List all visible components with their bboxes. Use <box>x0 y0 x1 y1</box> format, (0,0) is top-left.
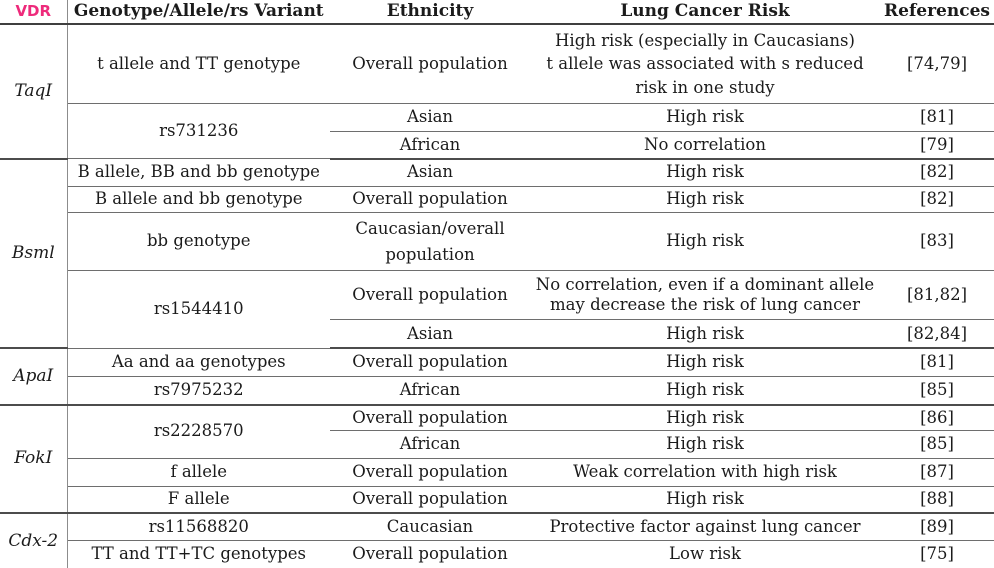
genotype-cell: F allele <box>67 486 330 515</box>
risk-cell: Low risk <box>669 544 741 564</box>
gene-label-apai: ApaI <box>0 348 68 406</box>
genotype-cell: t allele and TT genotype <box>67 24 330 104</box>
gene-label-bsml: Bsml <box>0 158 68 350</box>
table-row: TT and TT+TC genotypes Overall populatio… <box>0 541 994 568</box>
reference-cell: [81] <box>880 348 994 377</box>
genotype-cell: f allele <box>67 458 330 487</box>
reference-cell: [79] <box>880 131 994 160</box>
risk-cell: No correlation, even if a dominant allel… <box>530 270 880 321</box>
table-row: f allele Overall population Weak correla… <box>0 458 994 487</box>
ethnicity-cell: Caucasian <box>330 513 530 542</box>
header-references: References <box>880 0 994 25</box>
risk-cell: High risk <box>530 430 880 459</box>
ethnicity-cell: African <box>330 376 530 406</box>
table-row: rs7975232 African High risk [85] <box>0 376 994 406</box>
risk-cell: High risk <box>530 486 880 515</box>
genotype-cell: bb genotype <box>67 212 330 272</box>
risk-cell: High risk <box>530 348 880 377</box>
ethnicity-cell: African <box>330 430 530 459</box>
table-row: Bsml B allele, BB and bb genotype Asian … <box>0 158 994 350</box>
ethnicity-cell: Overall population <box>330 486 530 515</box>
table-row: TaqI t allele and TT genotype Overall po… <box>0 24 994 160</box>
ethnicity-cell: Overall population <box>330 270 530 321</box>
gene-label-foki: FokI <box>0 404 68 515</box>
genotype-cell: rs2228570 <box>67 404 330 459</box>
ethnicity-cell: Overall population <box>330 348 530 377</box>
reference-cell: [89] <box>880 513 994 542</box>
reference-cell: [85] <box>880 376 994 406</box>
genotype-cell: rs7975232 <box>67 376 330 406</box>
genotype-cell: Aa and aa genotypes <box>67 348 330 377</box>
table-row: FokI rs2228570 Overall population High r… <box>0 404 994 515</box>
genotype-cell: rs731236 <box>67 103 330 160</box>
risk-cell: No correlation <box>530 131 880 160</box>
table-row: Cdx-2 rs11568820 Caucasian Protective fa… <box>0 513 994 568</box>
risk-cell: High risk <box>530 103 880 133</box>
ethnicity-cell: Asian <box>330 103 530 133</box>
table-row: African High risk [85] <box>0 430 994 459</box>
reference-cell: [81,82] <box>880 270 994 321</box>
ethnicity-cell: Asian <box>330 158 530 187</box>
genotype-cell: B allele, BB and bb genotype <box>67 158 330 187</box>
reference-cell: [82] <box>880 158 994 187</box>
table-row: bb genotype Caucasian/overall population… <box>0 212 994 272</box>
genotype-cell: rs1544410 <box>67 270 330 349</box>
ethnicity-cell: Overall population <box>330 186 530 213</box>
table-row: rs731236 Asian High risk [81] <box>0 103 994 160</box>
table-row: African No correlation [79] <box>0 131 994 160</box>
risk-cell: High risk <box>530 158 880 187</box>
header-vdr: VDR <box>0 0 68 25</box>
risk-cell: High risk <box>530 404 880 432</box>
gene-label-taqi: TaqI <box>0 24 68 160</box>
header-row: VDR Genotype/Allele/rs Variant Ethnicity… <box>0 0 994 25</box>
header-risk: Lung Cancer Risk <box>530 0 880 25</box>
ethnicity-cell: Overall population <box>330 404 530 432</box>
reference-cell: [87] <box>880 458 994 487</box>
ethnicity-cell: Asian <box>330 319 530 350</box>
risk-cell: High risk <box>530 186 880 213</box>
table-row: Asian High risk [82,84] <box>0 319 994 350</box>
genotype-cell: TT and TT+TC genotypes <box>91 544 306 564</box>
ethnicity-cell: African <box>330 131 530 160</box>
gene-label-cdx2: Cdx-2 <box>0 513 68 568</box>
reference-cell: [82,84] <box>880 319 994 350</box>
reference-cell: [86] <box>880 404 994 432</box>
risk-cell: Protective factor against lung cancer <box>530 513 880 542</box>
ethnicity-cell: Overall population <box>330 458 530 487</box>
table-row: F allele Overall population High risk [8… <box>0 486 994 515</box>
reference-cell: [83] <box>880 212 994 272</box>
reference-cell: [82] <box>880 186 994 213</box>
reference-cell: [88] <box>880 486 994 515</box>
table-row: B allele and bb genotype Overall populat… <box>0 186 994 213</box>
risk-cell: High risk <box>530 376 880 406</box>
ethnicity-cell: Overall population <box>352 544 508 564</box>
reference-cell: [85] <box>880 430 994 459</box>
table-row: rs1544410 Overall population No correlat… <box>0 270 994 349</box>
risk-cell: High risk <box>530 212 880 272</box>
reference-cell: [74,79] <box>880 24 994 104</box>
header-genotype: Genotype/Allele/rs Variant <box>67 0 330 25</box>
risk-cell: High risk (especially in Caucasians) t a… <box>530 24 880 104</box>
header-ethnicity: Ethnicity <box>330 0 530 25</box>
table-row: ApaI Aa and aa genotypes Overall populat… <box>0 348 994 406</box>
genotype-cell: B allele and bb genotype <box>67 186 330 213</box>
reference-cell: [81] <box>880 103 994 133</box>
risk-cell: High risk <box>530 319 880 350</box>
genotype-cell: rs11568820 <box>67 513 330 542</box>
risk-cell: Weak correlation with high risk <box>530 458 880 487</box>
ethnicity-cell: Overall population <box>330 24 530 104</box>
ethnicity-cell: Caucasian/overall population <box>330 212 530 272</box>
reference-cell: [75] <box>920 544 954 564</box>
